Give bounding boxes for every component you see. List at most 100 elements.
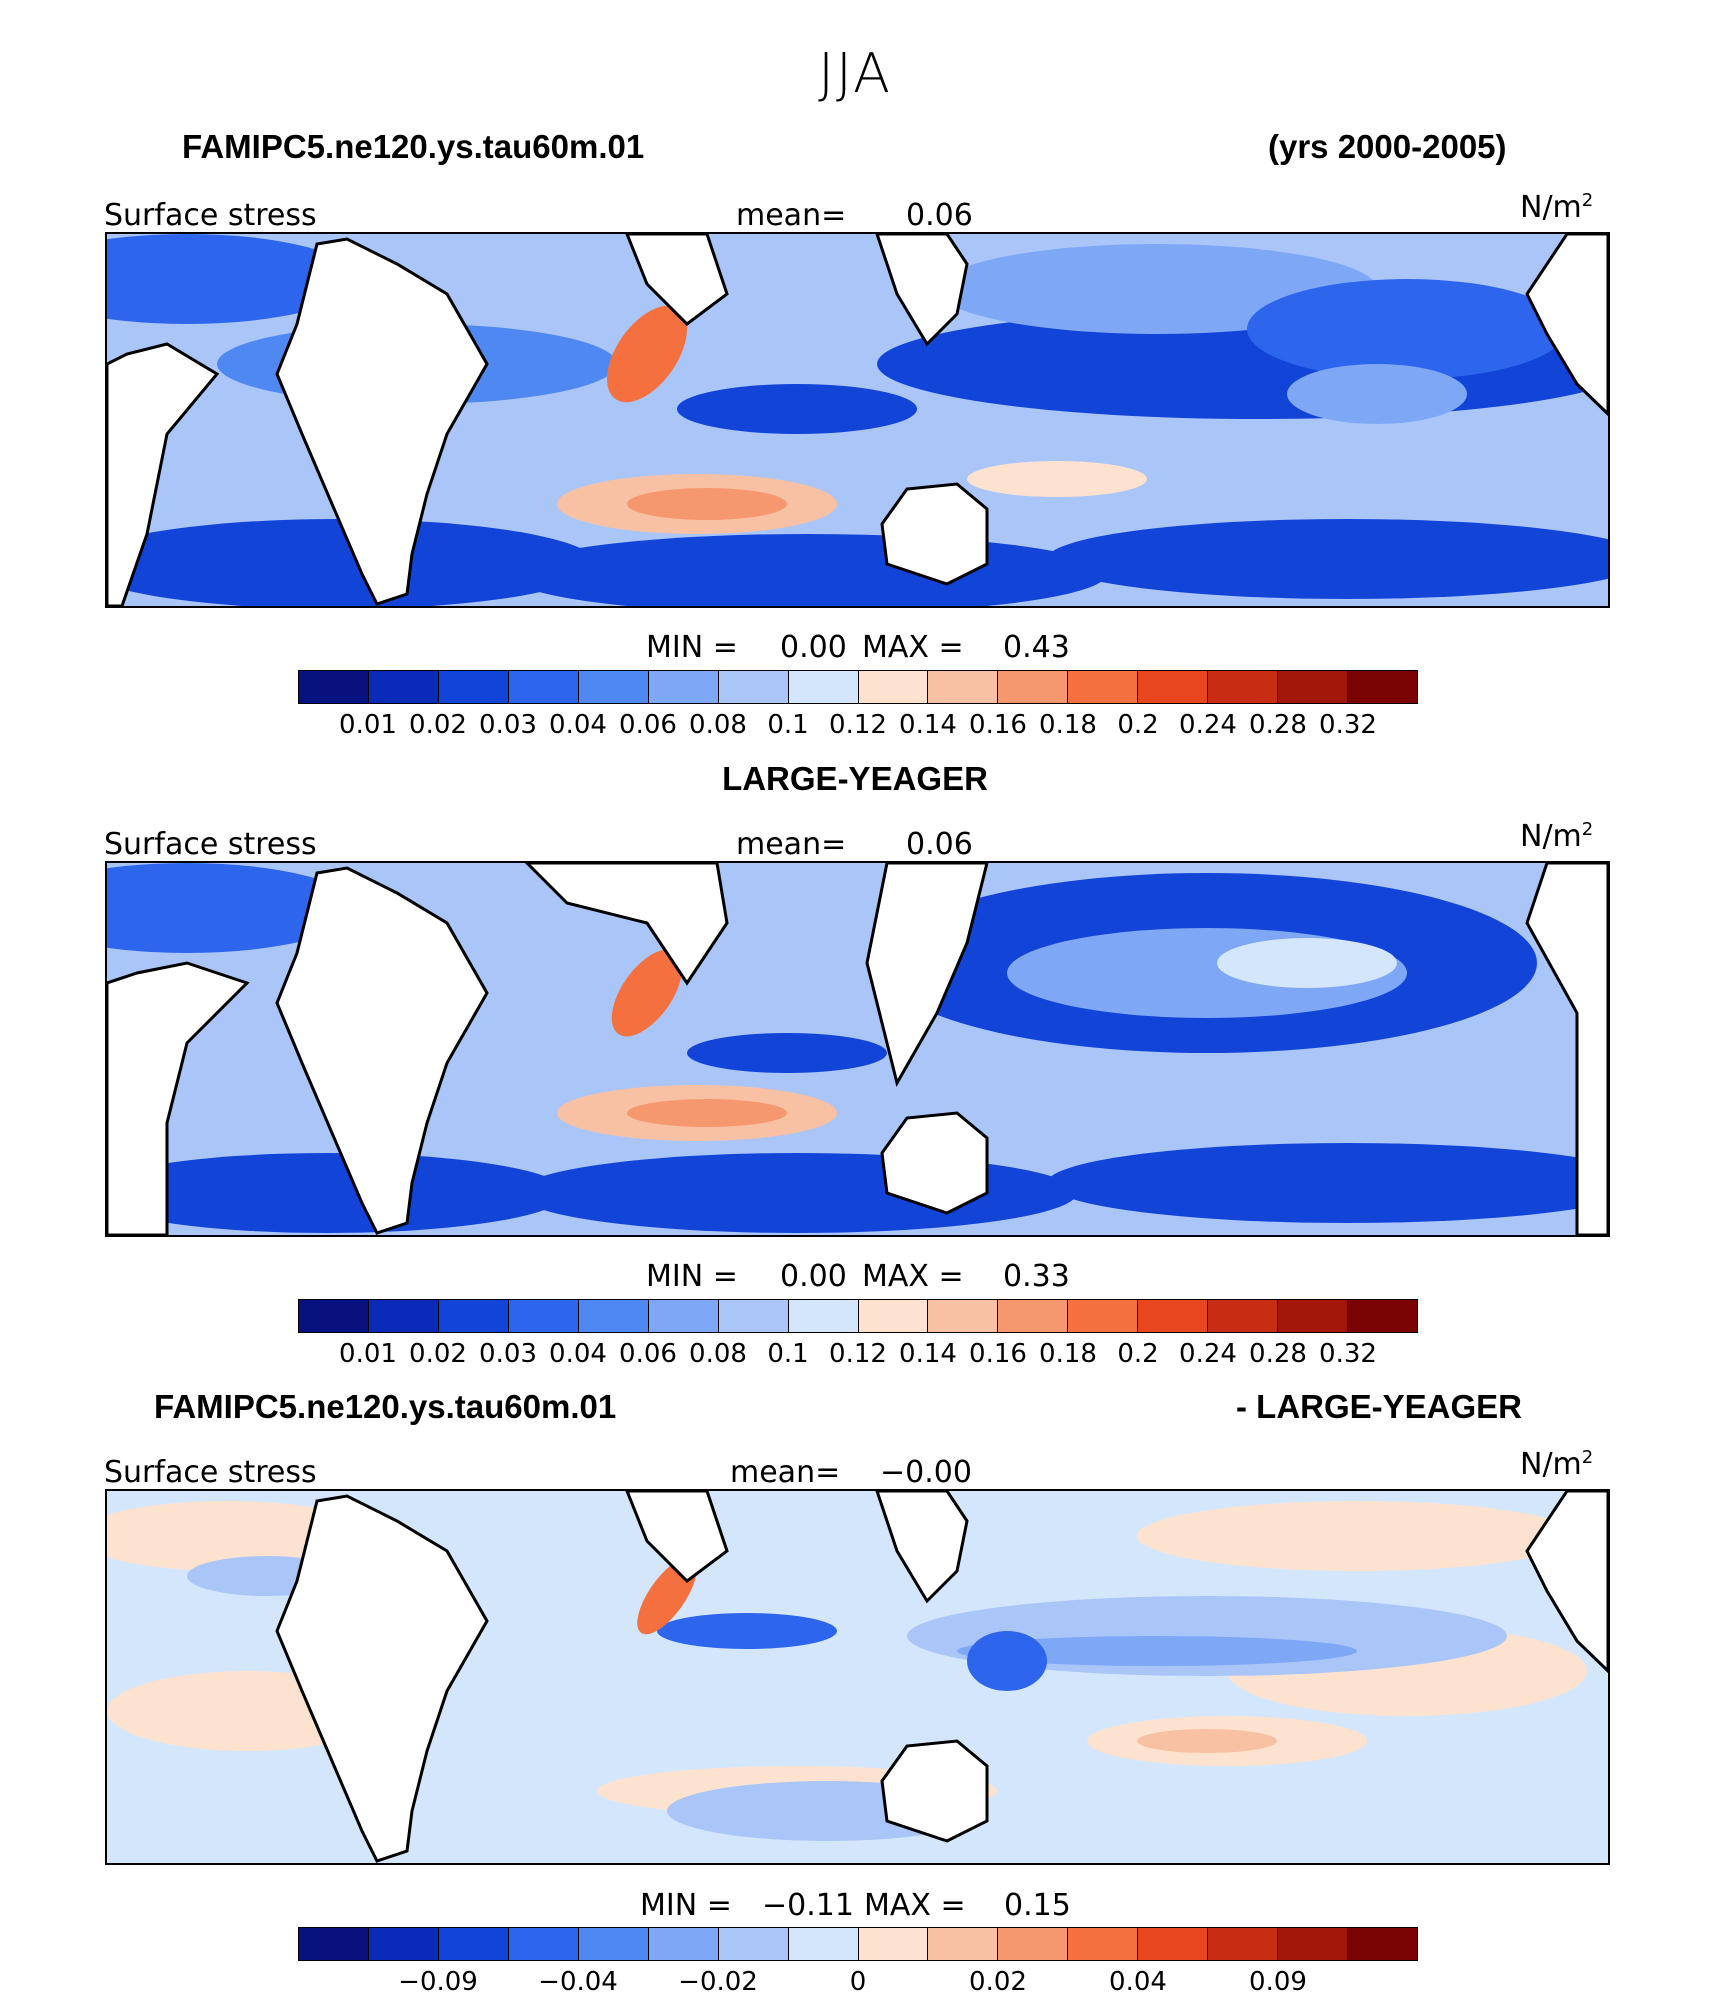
panel2-tick: 0.1 xyxy=(767,1339,809,1369)
colorbar-segment xyxy=(648,1300,719,1332)
colorbar-segment xyxy=(1348,1928,1417,1960)
colorbar-segment xyxy=(299,671,369,703)
panel2-tick: 0.03 xyxy=(479,1339,537,1369)
colorbar-segment xyxy=(718,671,789,703)
panel1-tick: 0.08 xyxy=(689,710,747,740)
panel1-mean-label: mean= xyxy=(736,198,847,233)
colorbar-segment xyxy=(508,1928,579,1960)
panel3-variable-label: Surface stress xyxy=(104,1455,317,1490)
colorbar-segment xyxy=(438,1300,509,1332)
colorbar-segment xyxy=(718,1928,789,1960)
panel2-tick: 0.28 xyxy=(1249,1339,1307,1369)
panel3-tick: 0.04 xyxy=(1109,1967,1167,1997)
colorbar-segment xyxy=(788,1300,859,1332)
panel1-tick: 0.32 xyxy=(1319,710,1377,740)
panel1-tick: 0.03 xyxy=(479,710,537,740)
panel3-tick: −0.04 xyxy=(538,1967,618,1997)
panel1-tick: 0.1 xyxy=(767,710,809,740)
panel2-case-name: LARGE-YEAGER xyxy=(722,760,988,797)
panel3-tick: −0.02 xyxy=(678,1967,758,1997)
panel2-tick: 0.08 xyxy=(689,1339,747,1369)
colorbar-segment xyxy=(1068,671,1139,703)
colorbar-segment xyxy=(1278,1928,1349,1960)
panel1-tick: 0.2 xyxy=(1117,710,1159,740)
colorbar-segment xyxy=(368,671,439,703)
panel3-tick: −0.09 xyxy=(398,1967,478,1997)
panel2-tick: 0.18 xyxy=(1039,1339,1097,1369)
panel1-case-name: FAMIPC5.ne120.ys.tau60m.01 xyxy=(182,128,645,165)
panel2-tick: 0.32 xyxy=(1319,1339,1377,1369)
colorbar-segment xyxy=(1208,1928,1279,1960)
panel1-min-value: 0.00 xyxy=(780,630,847,665)
colorbar-segment xyxy=(438,1928,509,1960)
panel1-years: (yrs 2000-2005) xyxy=(1268,128,1507,165)
colorbar-segment xyxy=(299,1300,369,1332)
colorbar-segment xyxy=(858,1928,929,1960)
colorbar-segment xyxy=(1348,671,1417,703)
colorbar-segment xyxy=(928,671,999,703)
panel2-tick: 0.04 xyxy=(549,1339,607,1369)
colorbar-segment xyxy=(508,671,579,703)
colorbar-segment xyxy=(508,1300,579,1332)
panel2-tick: 0.2 xyxy=(1117,1339,1159,1369)
colorbar-segment xyxy=(788,1928,859,1960)
panel1-tick: 0.14 xyxy=(899,710,957,740)
colorbar-segment xyxy=(648,1928,719,1960)
panel2-tick: 0.12 xyxy=(829,1339,887,1369)
panel3-diff-name: - LARGE-YEAGER xyxy=(1236,1388,1523,1425)
panel3-tick: 0.09 xyxy=(1249,1967,1307,1997)
colorbar-segment xyxy=(1208,671,1279,703)
colorbar-segment xyxy=(998,1300,1069,1332)
panel3-mean-label: mean= xyxy=(730,1455,841,1490)
colorbar-segment xyxy=(1348,1300,1417,1332)
colorbar-segment xyxy=(578,671,649,703)
panel2-tick: 0.24 xyxy=(1179,1339,1237,1369)
panel1-variable-label: Surface stress xyxy=(104,198,317,233)
panel2-min-value: 0.00 xyxy=(780,1259,847,1294)
colorbar-segment xyxy=(299,1928,369,1960)
colorbar-segment xyxy=(788,671,859,703)
panel3-colorbar xyxy=(298,1927,1418,1961)
panel1-tick: 0.28 xyxy=(1249,710,1307,740)
colorbar-segment xyxy=(368,1300,439,1332)
colorbar-segment xyxy=(368,1928,439,1960)
colorbar-segment xyxy=(1068,1928,1139,1960)
panel1-mean-value: 0.06 xyxy=(906,198,973,233)
panel1-max-label: MAX = xyxy=(862,630,964,665)
panel2-tick: 0.16 xyxy=(969,1339,1027,1369)
colorbar-segment xyxy=(1138,1928,1209,1960)
panel2-tick: 0.01 xyxy=(339,1339,397,1369)
panel3-map xyxy=(105,1489,1610,1865)
colorbar-segment xyxy=(1138,1300,1209,1332)
panel2-tick: 0.14 xyxy=(899,1339,957,1369)
colorbar-segment xyxy=(1278,671,1349,703)
panel3-max-label: MAX = xyxy=(864,1888,966,1923)
colorbar-segment xyxy=(858,1300,929,1332)
figure-title: JJA xyxy=(818,42,892,105)
colorbar-segment xyxy=(438,671,509,703)
panel2-units: N/m2 xyxy=(1520,819,1594,854)
panel1-min-label: MIN = xyxy=(646,630,738,665)
panel1-tick: 0.04 xyxy=(549,710,607,740)
colorbar-segment xyxy=(858,671,929,703)
panel1-colorbar xyxy=(298,670,1418,704)
panel2-tick: 0.06 xyxy=(619,1339,677,1369)
panel3-tick: 0 xyxy=(849,1967,867,1997)
panel2-tick: 0.02 xyxy=(409,1339,467,1369)
colorbar-segment xyxy=(1208,1300,1279,1332)
panel2-min-label: MIN = xyxy=(646,1259,738,1294)
panel3-case-name: FAMIPC5.ne120.ys.tau60m.01 xyxy=(154,1388,617,1425)
panel3-min-label: MIN = xyxy=(640,1888,732,1923)
colorbar-segment xyxy=(648,671,719,703)
panel2-map xyxy=(105,861,1610,1237)
colorbar-segment xyxy=(1068,1300,1139,1332)
panel1-tick: 0.12 xyxy=(829,710,887,740)
panel1-tick: 0.06 xyxy=(619,710,677,740)
panel3-units: N/m2 xyxy=(1520,1447,1594,1482)
panel2-variable-label: Surface stress xyxy=(104,827,317,862)
panel1-max-value: 0.43 xyxy=(1003,630,1070,665)
panel1-tick: 0.24 xyxy=(1179,710,1237,740)
panel1-map xyxy=(105,232,1610,608)
colorbar-segment xyxy=(578,1928,649,1960)
colorbar-segment xyxy=(928,1300,999,1332)
